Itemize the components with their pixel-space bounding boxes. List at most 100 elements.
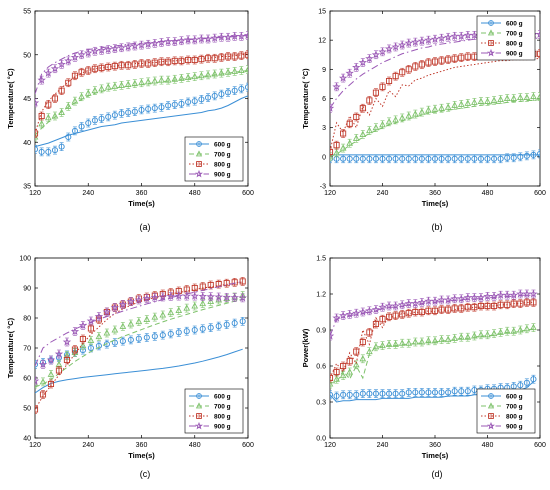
x-tick-label: 240 — [377, 190, 389, 197]
data-point — [470, 30, 479, 39]
x-tick-label: 600 — [242, 442, 254, 449]
data-point — [104, 45, 113, 54]
data-point — [54, 349, 64, 358]
data-point — [35, 133, 39, 140]
data-point — [138, 60, 145, 67]
data-point — [451, 101, 459, 108]
data-point — [166, 291, 175, 300]
data-point — [134, 295, 144, 304]
data-point — [332, 313, 341, 322]
data-point — [438, 57, 445, 64]
data-point — [504, 301, 511, 308]
data-point — [444, 103, 452, 110]
data-point — [491, 302, 498, 310]
data-point — [405, 112, 413, 119]
legend-marker — [195, 402, 203, 409]
data-point — [63, 356, 70, 364]
y-tick-label: -3 — [320, 184, 326, 191]
y-tick-label: 40 — [23, 436, 31, 443]
data-point — [178, 57, 185, 64]
data-point — [385, 340, 393, 347]
data-point — [191, 302, 199, 309]
data-point — [463, 293, 473, 302]
data-point — [470, 293, 479, 302]
data-point — [185, 56, 192, 64]
data-point — [35, 376, 40, 385]
data-point — [457, 100, 465, 107]
data-point — [338, 73, 348, 82]
data-point — [457, 294, 466, 303]
data-point — [451, 305, 458, 312]
data-point — [510, 327, 518, 334]
x-tick-label: 600 — [534, 442, 546, 449]
data-point — [437, 295, 446, 304]
data-point — [523, 324, 531, 332]
data-point — [118, 300, 128, 309]
data-point — [243, 31, 248, 40]
data-point — [417, 36, 427, 45]
legend-label: 600 g — [506, 20, 523, 27]
data-point — [431, 336, 439, 344]
data-point — [183, 286, 190, 293]
data-point — [204, 71, 212, 78]
data-point — [438, 104, 445, 111]
data-point — [218, 69, 225, 76]
data-point — [39, 378, 47, 385]
data-point — [35, 130, 39, 137]
data-point — [165, 58, 172, 65]
data-point — [151, 77, 159, 84]
data-point — [378, 302, 387, 311]
data-point — [418, 61, 425, 68]
data-point — [353, 113, 360, 121]
data-point — [124, 80, 132, 88]
data-point — [158, 292, 168, 301]
data-point — [384, 301, 394, 310]
legend-marker — [487, 48, 495, 57]
panel-1: 120 240 360 480 600 35 40 45 50 55 Time(s) Temperat… — [6, 9, 254, 233]
legend-marker — [488, 413, 494, 419]
data-point — [523, 299, 530, 306]
data-point — [476, 293, 486, 302]
data-point — [516, 93, 524, 101]
data-point — [58, 108, 65, 116]
series-layer — [330, 289, 538, 403]
data-point — [90, 46, 100, 55]
data-point — [359, 354, 367, 362]
y-tick-label: 90 — [23, 286, 31, 293]
data-point — [516, 289, 525, 298]
data-point — [123, 42, 133, 51]
data-point — [458, 305, 465, 312]
data-point — [411, 338, 419, 345]
data-point — [44, 113, 52, 121]
data-point — [352, 134, 360, 141]
data-point — [484, 302, 491, 310]
x-axis-label: Time(s) — [422, 199, 449, 208]
data-point — [46, 355, 56, 364]
y-axis-label: Temperature( °C) — [6, 317, 15, 378]
data-point — [418, 308, 425, 316]
data-point — [47, 380, 55, 388]
legend: 600 g 700 g 800 g 900 g — [184, 136, 244, 182]
data-point — [118, 81, 125, 88]
data-point — [412, 308, 419, 316]
legend-marker — [196, 413, 202, 419]
data-point — [184, 73, 192, 81]
data-point — [385, 118, 393, 125]
data-point — [425, 336, 432, 344]
data-point — [98, 64, 105, 71]
data-point — [207, 281, 214, 289]
data-point — [118, 62, 125, 69]
data-point — [58, 87, 65, 94]
data-point — [91, 86, 99, 94]
data-point — [47, 370, 55, 377]
data-point — [425, 59, 432, 66]
legend-label: 700 g — [506, 30, 523, 37]
data-point — [438, 306, 445, 313]
data-point — [359, 105, 366, 112]
data-point — [483, 291, 492, 300]
data-point — [346, 368, 354, 375]
data-point — [199, 299, 207, 307]
data-point — [418, 338, 426, 345]
data-point — [372, 89, 379, 96]
